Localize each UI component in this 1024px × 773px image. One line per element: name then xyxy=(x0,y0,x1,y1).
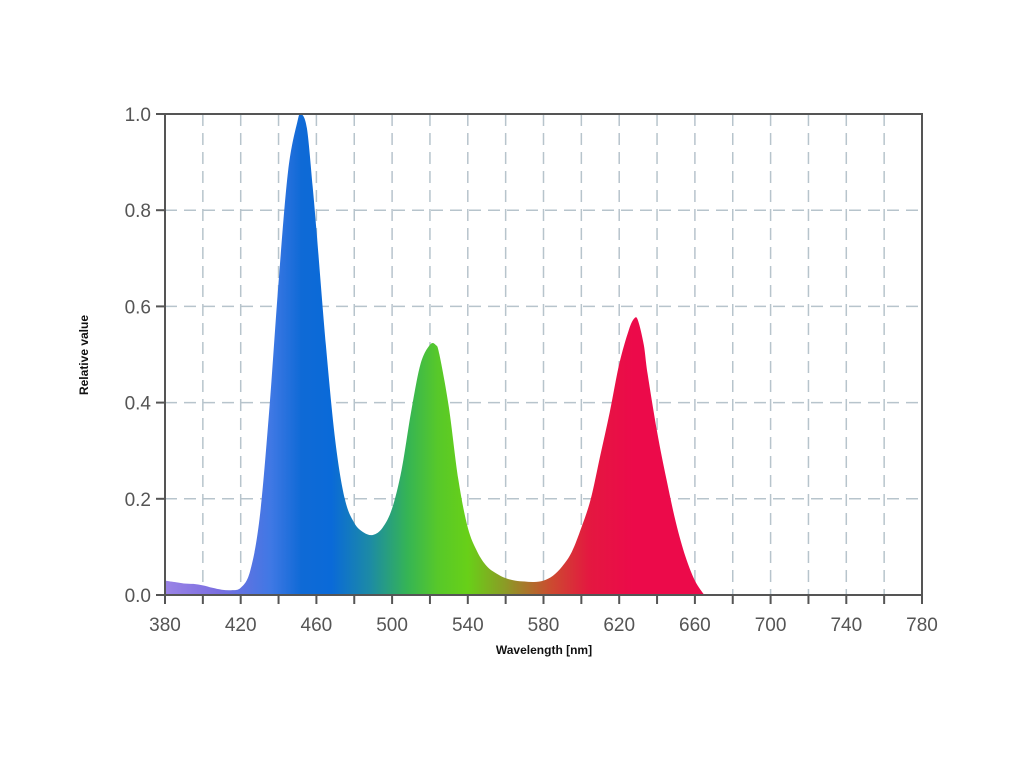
y-tick-label: 0.2 xyxy=(125,490,151,511)
y-tick-label: 1.0 xyxy=(125,105,151,126)
y-tick-label: 0.8 xyxy=(125,201,151,222)
x-tick-label: 540 xyxy=(452,615,484,636)
x-tick-label: 380 xyxy=(149,615,181,636)
spectrum-area xyxy=(165,113,705,595)
y-tick-label: 0.4 xyxy=(125,394,152,415)
y-axis-title: Relative value xyxy=(77,315,91,395)
x-tick-label: 780 xyxy=(906,615,938,636)
tick-layer: 380 420 460 500 540 580 620 660 700 740 780 0.0 0.2 0… xyxy=(125,105,938,636)
x-tick-label: 620 xyxy=(603,615,635,636)
x-tick-label: 420 xyxy=(225,615,257,636)
x-axis-title: Wavelength [nm] xyxy=(496,643,592,657)
x-tick-label: 660 xyxy=(679,615,711,636)
x-tick-label: 500 xyxy=(376,615,408,636)
area-layer xyxy=(165,113,705,595)
x-tick-label: 460 xyxy=(301,615,333,636)
grid-layer xyxy=(165,114,922,595)
x-tick-label: 740 xyxy=(830,615,862,636)
x-tick-label: 580 xyxy=(528,615,560,636)
x-tick-label: 700 xyxy=(755,615,787,636)
y-tick-label: 0.0 xyxy=(125,586,151,607)
y-tick-label: 0.6 xyxy=(125,297,151,318)
